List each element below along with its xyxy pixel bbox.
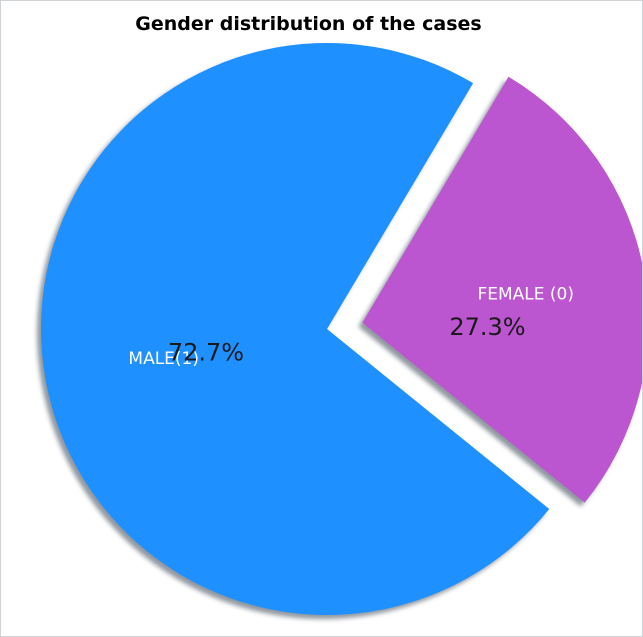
chart-title: Gender distribution of the cases bbox=[135, 13, 482, 35]
slice-percent-male: 72.7% bbox=[168, 339, 244, 367]
slice-label-female: FEMALE (0) bbox=[477, 284, 574, 304]
slice-label-male: MALE(1) bbox=[128, 349, 199, 369]
pie-slice-male bbox=[40, 42, 550, 615]
pie-slice-female bbox=[362, 76, 642, 503]
slice-percent-female: 27.3% bbox=[449, 313, 525, 341]
